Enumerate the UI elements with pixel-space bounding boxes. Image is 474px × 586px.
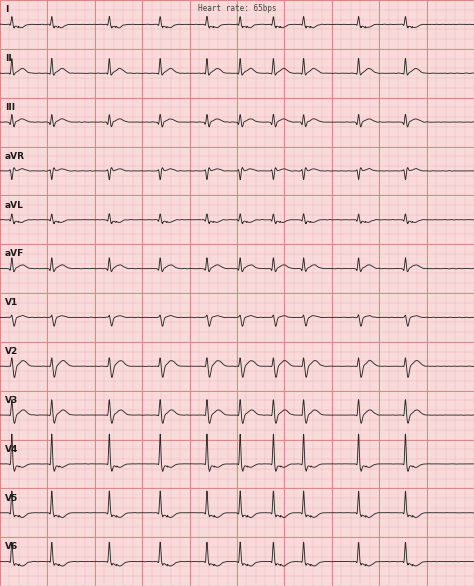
Text: I: I [5,5,8,14]
Text: aVF: aVF [5,250,24,258]
Text: III: III [5,103,15,112]
Text: V3: V3 [5,396,18,405]
Text: V1: V1 [5,298,18,307]
Text: aVL: aVL [5,200,24,210]
Text: aVR: aVR [5,152,25,161]
Text: V4: V4 [5,445,18,454]
Text: V2: V2 [5,347,18,356]
Text: V6: V6 [5,543,18,551]
Text: Heart rate: 65bps: Heart rate: 65bps [198,4,276,13]
Text: II: II [5,54,11,63]
Text: V5: V5 [5,493,18,503]
